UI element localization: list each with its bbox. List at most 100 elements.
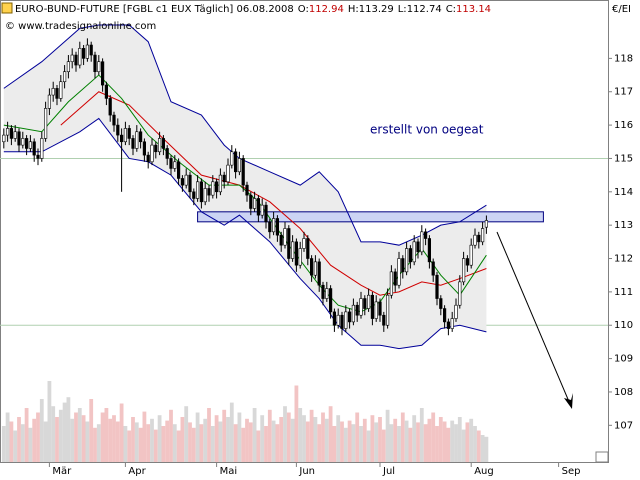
volume-bar	[336, 415, 341, 462]
volume-bar	[241, 427, 246, 462]
volume-bar	[55, 417, 59, 462]
volume-bar	[294, 385, 299, 462]
candle-body	[332, 311, 337, 326]
header-label: O:	[298, 4, 309, 15]
volume-bar	[362, 418, 367, 462]
candle-body	[21, 138, 25, 146]
volume-bar	[286, 412, 291, 462]
volume-bar	[484, 436, 489, 462]
candle-body	[188, 174, 192, 193]
candle-body	[184, 174, 188, 186]
candle-body	[465, 258, 470, 266]
volume-bar	[51, 406, 56, 462]
candle-body	[36, 154, 40, 159]
y-tick-label: 108	[614, 387, 633, 398]
volume-bar	[442, 421, 447, 462]
candle-body	[169, 158, 173, 169]
candle-body	[180, 178, 185, 186]
volume-bar	[180, 417, 185, 462]
volume-bar	[317, 424, 322, 462]
volume-bar	[419, 408, 424, 462]
volume-bar	[279, 417, 284, 462]
candle-body	[131, 138, 135, 149]
volume-bar	[9, 421, 14, 462]
volume-bar	[476, 430, 481, 462]
candle-body	[313, 261, 318, 276]
header-value: 113.29	[359, 4, 394, 15]
y-unit: €/EI	[612, 4, 631, 15]
candle-body	[287, 228, 291, 259]
candle-body	[89, 44, 93, 56]
volume-bar	[58, 409, 63, 462]
volume-bar	[389, 424, 394, 462]
volume-bar	[123, 426, 128, 462]
candle-body	[158, 138, 162, 153]
volume-bar	[450, 420, 455, 462]
candle-body	[82, 48, 86, 59]
y-tick-label: 115	[614, 153, 633, 164]
volume-bar	[226, 417, 230, 462]
candle-body	[139, 131, 143, 143]
price-layer	[2, 24, 489, 350]
candle-body	[43, 108, 48, 139]
arrow-head	[564, 393, 573, 409]
volume-bar	[465, 422, 470, 462]
candle-body	[355, 304, 359, 316]
volume-bar	[218, 421, 223, 462]
volume-bar	[142, 411, 147, 462]
candle-body	[199, 181, 204, 203]
candle-body	[256, 198, 261, 216]
candle-body	[116, 124, 120, 136]
candle-body	[230, 151, 234, 166]
volume-bar	[203, 418, 208, 462]
candle-body	[366, 294, 371, 309]
y-tick-label: 116	[614, 120, 633, 131]
volume-bar	[184, 406, 189, 462]
header-label: L:	[398, 4, 407, 15]
y-tick-label: 109	[614, 354, 633, 365]
volume-bar	[366, 430, 371, 462]
candle-body	[325, 288, 329, 299]
candle-body	[249, 194, 253, 209]
volume-bar	[17, 417, 21, 462]
volume-bar	[245, 418, 249, 462]
candle-body	[435, 274, 439, 299]
volume-bar	[62, 402, 67, 462]
volume-bar	[81, 415, 86, 462]
volume-bar	[237, 412, 242, 462]
candle-body	[177, 161, 181, 179]
volume-bar	[127, 430, 132, 462]
candle-body	[207, 188, 211, 196]
candle-body	[253, 198, 257, 209]
header-value: 112.94	[309, 4, 344, 15]
candle-body	[336, 314, 340, 326]
candle-body	[237, 158, 242, 173]
volume-bar	[248, 422, 253, 462]
bollinger-lower	[3, 117, 487, 350]
volume-bar	[461, 429, 466, 462]
volume-bar	[454, 424, 458, 462]
candle-body	[222, 174, 226, 183]
candle-body	[374, 301, 378, 319]
header-value: 112.74	[407, 4, 442, 15]
chart-title: EURO-BUND-FUTURE [FGBL c1 EUX Täglich] 0…	[15, 4, 294, 15]
volume-bar	[89, 399, 94, 462]
volume-bar	[480, 435, 485, 462]
candle-body	[165, 148, 169, 159]
volume-bar	[267, 409, 272, 462]
candle-body	[351, 304, 356, 323]
candle-body	[51, 88, 55, 96]
volume-bar	[423, 424, 428, 462]
candle-body	[32, 141, 36, 156]
candle-body	[146, 154, 150, 163]
volume-bar	[100, 412, 105, 462]
volume-bar	[36, 412, 40, 462]
candle-body	[401, 258, 405, 273]
volume-bar	[431, 412, 436, 462]
candle-body	[234, 151, 238, 173]
volume-bar	[256, 430, 261, 462]
volume-bar	[66, 397, 71, 462]
candle-body	[70, 54, 74, 63]
y-tick-label: 111	[614, 287, 633, 298]
